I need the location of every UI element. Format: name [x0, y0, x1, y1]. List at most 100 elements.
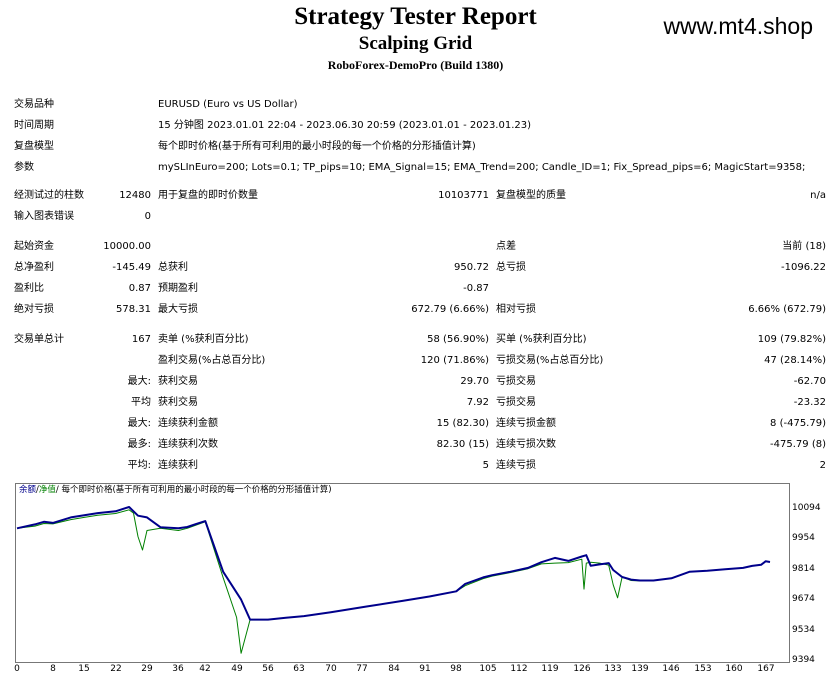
x-tick-label: 133 — [604, 664, 622, 674]
y-tick-label: 9814 — [792, 564, 815, 574]
x-tick-label: 119 — [541, 664, 559, 674]
ticks-value: 10103771 — [438, 190, 489, 201]
equity-line — [16, 509, 771, 654]
quality-label: 复盘模型的质量 — [496, 190, 566, 201]
maximal-wins-value: 82.30 (15) — [436, 439, 489, 450]
errors-value: 0 — [144, 211, 151, 222]
x-tick-label: 112 — [510, 664, 528, 674]
model-value: 每个即时价格(基于所有可利用的最小时段的每一个价格的分形插值计算) — [158, 141, 476, 152]
average-loss-label: 亏损交易 — [496, 397, 536, 408]
profit-trades-label: 盈利交易(%占总百分比) — [158, 355, 266, 366]
relative-drawdown-value: 6.66% (672.79) — [748, 304, 826, 315]
x-tick-label: 63 — [293, 664, 305, 674]
spread-value: 当前 (18) — [782, 241, 826, 252]
short-positions-label: 卖单 (%获利百分比) — [158, 334, 249, 345]
x-tick-label: 105 — [479, 664, 497, 674]
long-positions-label: 买单 (%获利百分比) — [496, 334, 587, 345]
x-tick-label: 91 — [419, 664, 431, 674]
model-label: 复盘模型 — [14, 141, 54, 152]
expected-payoff-value: -0.87 — [463, 283, 489, 294]
profit-factor-label: 盈利比 — [14, 283, 44, 294]
max-consecutive-losses-label: 连续亏损金额 — [496, 418, 556, 429]
expected-payoff-label: 预期盈利 — [158, 283, 198, 294]
total-trades-value: 167 — [131, 334, 151, 345]
net-profit-value: -145.49 — [112, 262, 151, 273]
deposit-value: 10000.00 — [103, 241, 151, 252]
total-trades-label: 交易单总计 — [14, 334, 64, 345]
x-tick-label: 84 — [388, 664, 400, 674]
x-tick-label: 36 — [172, 664, 184, 674]
max-drawdown-label: 最大亏损 — [158, 304, 198, 315]
balance-chart-frame — [15, 483, 790, 663]
y-tick-label: 9394 — [792, 655, 815, 665]
absolute-drawdown-label: 绝对亏损 — [14, 304, 54, 315]
avg-consecutive-losses-label: 连续亏损 — [496, 460, 536, 471]
relative-drawdown-label: 相对亏损 — [496, 304, 536, 315]
expert-name: Scalping Grid — [358, 33, 473, 54]
gross-loss-label: 总亏损 — [496, 262, 526, 273]
maximal-losses-value: -475.79 (8) — [770, 439, 826, 450]
spread-label: 点差 — [496, 241, 516, 252]
loss-trades-label: 亏损交易(%占总百分比) — [496, 355, 604, 366]
y-tick-label: 9534 — [792, 625, 815, 635]
x-tick-label: 126 — [573, 664, 591, 674]
avg-consecutive-prefix: 平均: — [127, 460, 151, 471]
largest-profit-value: 29.70 — [460, 376, 489, 387]
absolute-drawdown-value: 578.31 — [116, 304, 151, 315]
x-tick-label: 77 — [356, 664, 368, 674]
broker-build: RoboForex-DemoPro (Build 1380) — [327, 58, 504, 72]
short-positions-value: 58 (56.90%) — [427, 334, 489, 345]
average-loss-value: -23.32 — [793, 397, 826, 408]
period-label: 时间周期 — [14, 120, 54, 131]
x-tick-label: 160 — [725, 664, 743, 674]
y-tick-label: 9674 — [792, 594, 815, 604]
errors-label: 输入图表错误 — [14, 211, 74, 222]
x-tick-label: 8 — [50, 664, 56, 674]
legend-separator: / — [36, 485, 39, 495]
avg-consecutive-losses-value: 2 — [819, 460, 826, 471]
x-tick-label: 42 — [199, 664, 211, 674]
x-tick-label: 167 — [757, 664, 775, 674]
maximal-losses-label: 连续亏损次数 — [496, 439, 556, 450]
long-positions-value: 109 (79.82%) — [757, 334, 826, 345]
params-label: 参数 — [14, 162, 34, 173]
profit-factor-value: 0.87 — [128, 283, 151, 294]
period-value: 15 分钟图 2023.01.01 22:04 - 2023.06.30 20:… — [158, 120, 532, 131]
params-value: mySLInEuro=200; Lots=0.1; TP_pips=10; EM… — [158, 162, 806, 173]
x-tick-label: 15 — [78, 664, 90, 674]
bars-label: 经测试过的柱数 — [14, 190, 84, 201]
legend-equity: 净值 — [38, 485, 56, 495]
largest-loss-value: -62.70 — [793, 376, 826, 387]
y-tick-label: 10094 — [792, 503, 821, 513]
balance-line — [16, 506, 771, 621]
maximal-wins-label: 连续获利次数 — [158, 439, 218, 450]
largest-profit-label: 获利交易 — [158, 376, 198, 387]
deposit-label: 起始资金 — [14, 241, 54, 252]
symbol-label: 交易品种 — [14, 99, 54, 110]
net-profit-label: 总净盈利 — [14, 262, 54, 273]
x-tick-label: 146 — [662, 664, 680, 674]
max-prefix: 最大: — [127, 418, 151, 429]
loss-trades-value: 47 (28.14%) — [764, 355, 826, 366]
x-tick-label: 0 — [14, 664, 20, 674]
quality-value: n/a — [810, 190, 826, 201]
legend-model: / 每个即时价格(基于所有可利用的最小时段的每一个价格的分形插值计算) — [55, 485, 332, 495]
average-profit-value: 7.92 — [466, 397, 489, 408]
profit-trades-value: 120 (71.86%) — [420, 355, 489, 366]
x-tick-label: 22 — [110, 664, 122, 674]
chart-legend: 余额/净值/ 每个即时价格(基于所有可利用的最小时段的每一个价格的分形插值计算) — [19, 485, 332, 495]
x-tick-label: 49 — [231, 664, 243, 674]
ticks-label: 用于复盘的即时价数量 — [158, 190, 258, 201]
max-consecutive-wins-label: 连续获利金额 — [158, 418, 218, 429]
gross-loss-value: -1096.22 — [781, 262, 826, 273]
gross-profit-label: 总获利 — [158, 262, 188, 273]
largest-loss-label: 亏损交易 — [496, 376, 536, 387]
avg-consecutive-wins-label: 连续获利 — [158, 460, 198, 471]
avg-consecutive-wins-value: 5 — [482, 460, 489, 471]
report-title: Strategy Tester Report — [294, 3, 537, 30]
gross-profit-value: 950.72 — [454, 262, 489, 273]
max-drawdown-value: 672.79 (6.66%) — [411, 304, 489, 315]
x-tick-label: 56 — [262, 664, 274, 674]
legend-balance: 余额 — [19, 485, 37, 495]
